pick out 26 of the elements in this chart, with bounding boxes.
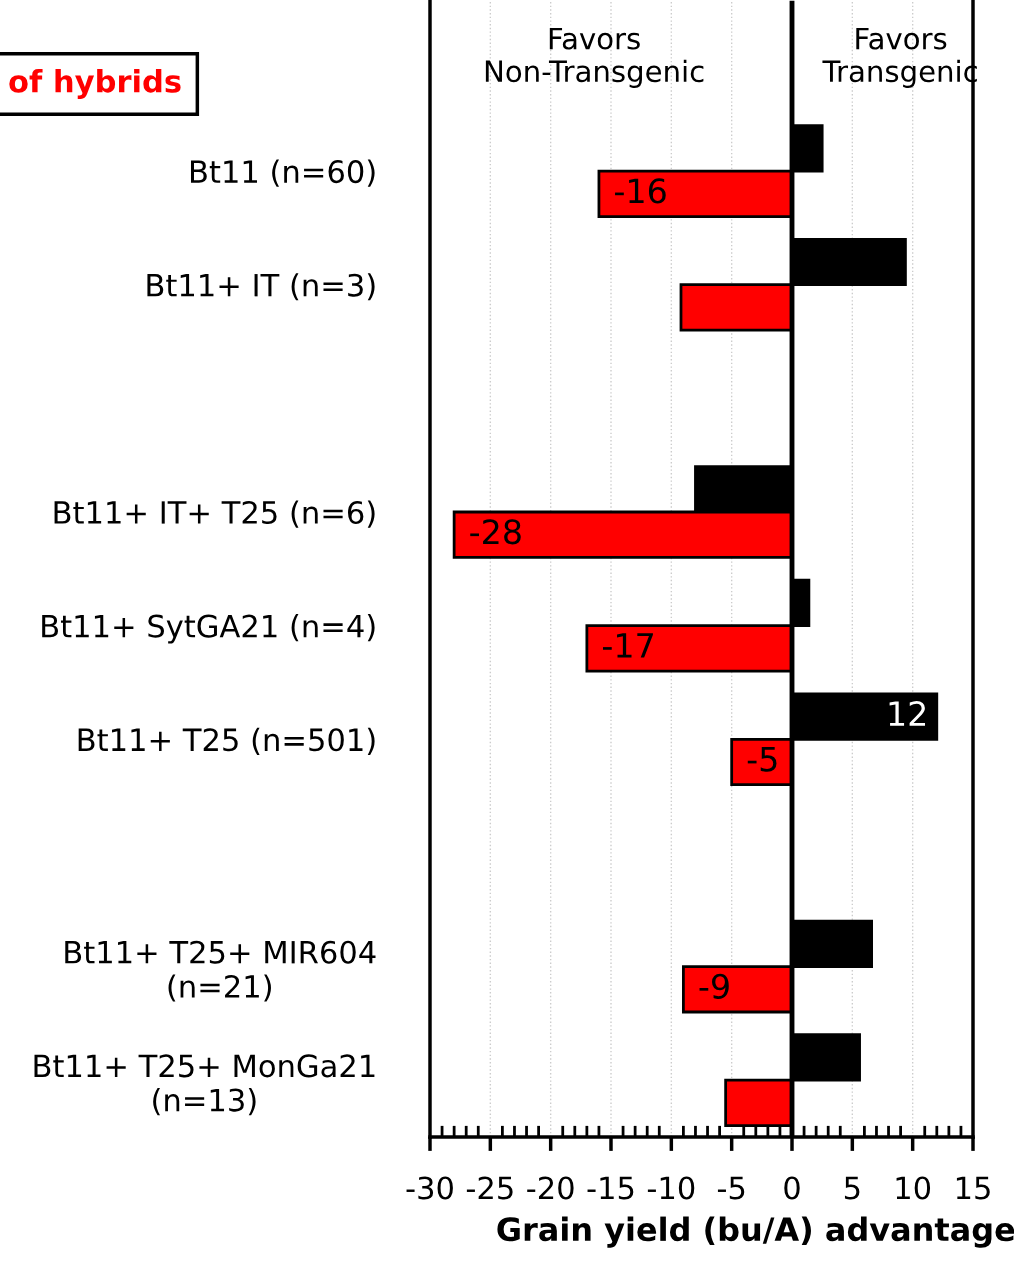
data-label: 12 xyxy=(889,701,926,726)
y-tick-label: Bt11+ IT (n=3) xyxy=(147,273,375,301)
x-tick-label: 15 xyxy=(956,1176,990,1200)
data-label: -9 xyxy=(699,973,729,999)
x-tick-label: -5 xyxy=(717,1176,745,1200)
data-label: -17 xyxy=(602,633,653,658)
data-label: -5 xyxy=(747,746,777,772)
data-label: -28 xyxy=(470,519,521,545)
annotation: Favors Non-Transgenic xyxy=(485,27,704,88)
text: of hybrids xyxy=(9,69,181,99)
x-tick-label: -10 xyxy=(647,1176,695,1200)
x-tick-label: -20 xyxy=(527,1176,574,1200)
y-tick-label: Bt11+ SytGA21 (n=4) xyxy=(42,614,375,644)
x-tick-label: 5 xyxy=(844,1176,860,1200)
data-label: -16 xyxy=(615,178,666,204)
x-axis-title: Grain yield (bu/A) advantage xyxy=(497,1216,1014,1248)
x-tick-label: 10 xyxy=(896,1176,931,1200)
y-tick-label: Bt11+ IT+ T25 (n=6) xyxy=(54,500,375,528)
y-tick-label: Bt11+ T25+ MIR604 (n=21) xyxy=(65,940,376,1002)
y-tick-label: Bt11 (n=60) xyxy=(190,159,375,187)
y-tick-label: Bt11+ T25+ MonGa21 (n=13) xyxy=(34,1054,375,1116)
x-tick-label: -25 xyxy=(466,1176,513,1200)
y-tick-label: Bt11+ T25 (n=501) xyxy=(78,727,375,755)
x-tick-label: -15 xyxy=(587,1176,634,1200)
x-tick-label: -30 xyxy=(406,1176,453,1200)
x-tick-label: 0 xyxy=(784,1176,800,1200)
